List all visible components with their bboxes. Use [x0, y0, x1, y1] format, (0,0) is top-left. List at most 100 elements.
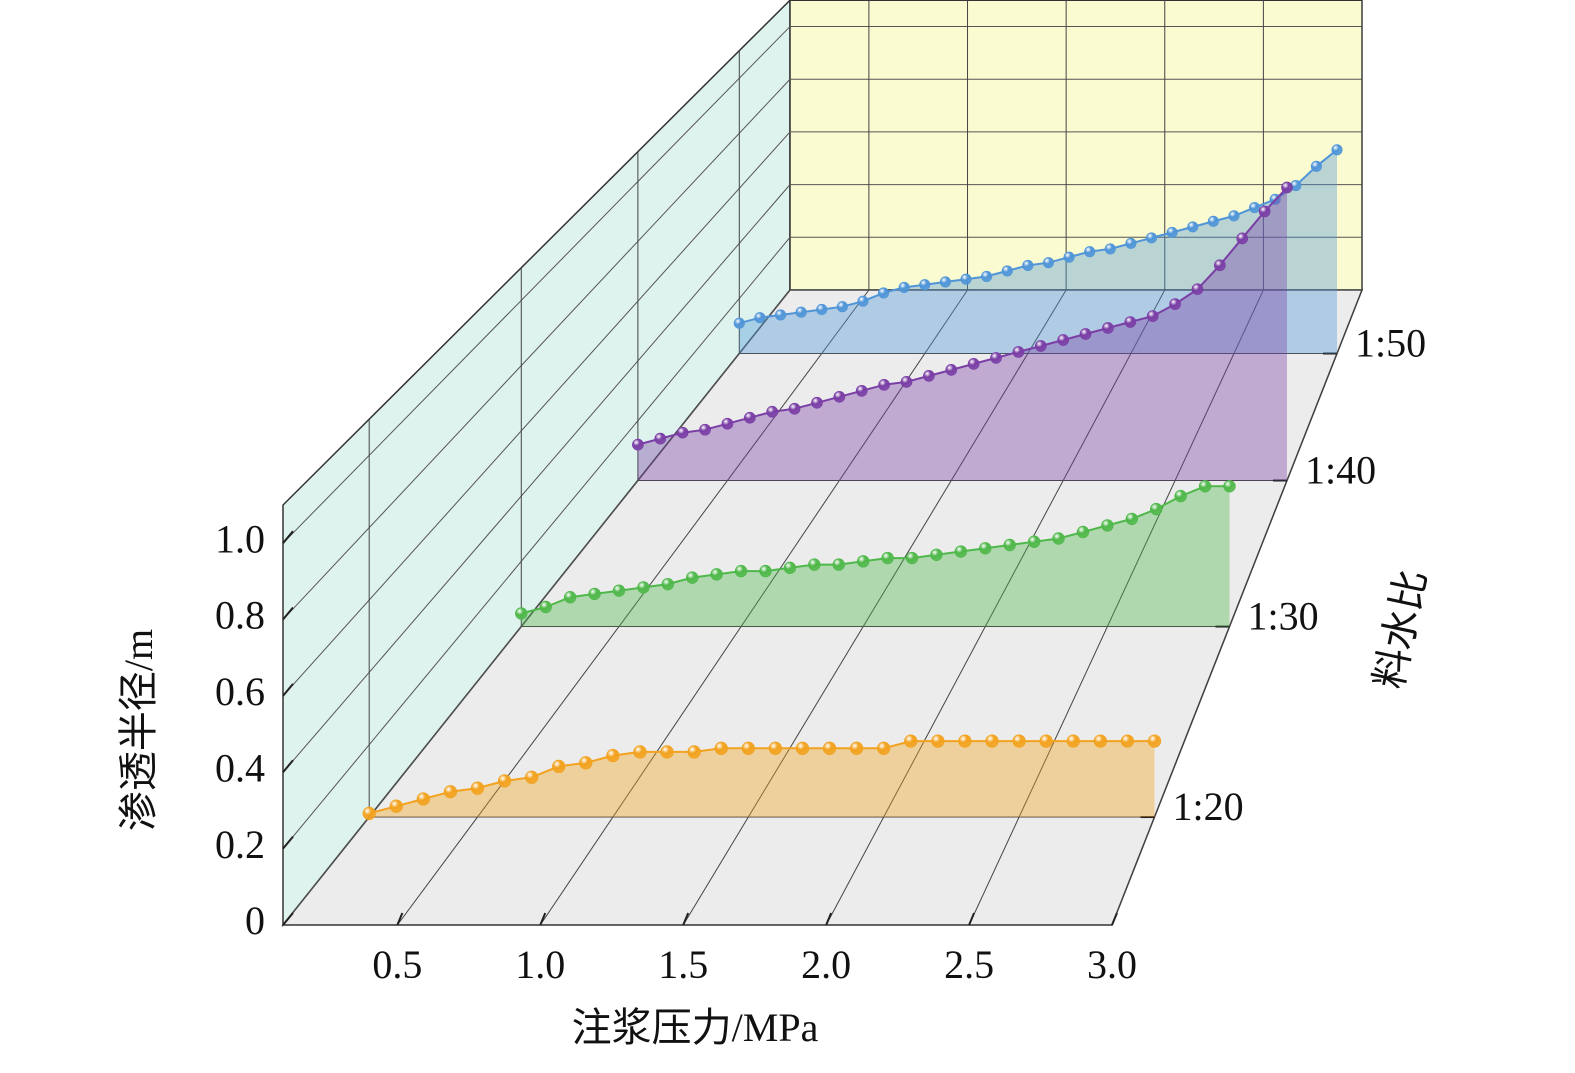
x-tick	[396, 912, 404, 926]
point	[1214, 259, 1226, 272]
point	[714, 741, 728, 755]
point	[878, 287, 890, 299]
y-tick-label: 0.6	[215, 669, 265, 714]
point	[416, 792, 430, 806]
x-axis-title: 注浆压力/MPa	[572, 1005, 819, 1050]
point	[661, 577, 675, 591]
point	[743, 411, 756, 424]
point	[774, 309, 787, 321]
grid-line	[282, 184, 791, 773]
point	[497, 774, 512, 788]
point	[930, 548, 943, 561]
point	[881, 551, 894, 565]
x-tick	[968, 912, 975, 926]
point	[766, 405, 779, 418]
y-tick	[282, 530, 294, 544]
y-tick-label: 0.8	[215, 593, 265, 638]
point	[857, 295, 869, 307]
area	[521, 486, 1230, 627]
point	[1191, 283, 1204, 296]
x-tick	[1111, 912, 1118, 926]
area	[739, 149, 1337, 354]
point	[637, 581, 650, 594]
point	[1198, 480, 1212, 493]
y-tick	[282, 759, 294, 773]
point	[1166, 226, 1178, 238]
x-tick-label: 2.5	[944, 942, 994, 987]
point	[539, 600, 552, 614]
point	[687, 745, 701, 759]
point	[606, 748, 620, 763]
point	[836, 301, 848, 313]
point	[525, 770, 539, 784]
x-tick	[682, 912, 690, 926]
point	[833, 390, 846, 403]
point	[741, 741, 755, 755]
point	[783, 561, 797, 575]
point	[811, 396, 823, 409]
x-tick-label: 3.0	[1087, 942, 1137, 987]
grid-line	[968, 289, 1264, 926]
y-tick-label: 0.2	[215, 822, 265, 867]
point	[1093, 734, 1107, 748]
y-axis-title: 渗透半径/m	[116, 629, 161, 831]
point	[856, 555, 870, 568]
point	[954, 545, 968, 558]
point	[710, 568, 723, 581]
point	[515, 607, 528, 620]
point	[981, 270, 993, 282]
point	[1084, 246, 1096, 258]
grid-line	[282, 131, 791, 697]
x-tick-label: 2.0	[801, 942, 851, 987]
z-tick-label: 1:50	[1355, 321, 1426, 366]
z-tick-label: 1:20	[1173, 784, 1244, 829]
x-tick	[539, 912, 547, 926]
grid-line	[282, 78, 791, 620]
point	[808, 558, 821, 571]
point	[795, 306, 807, 318]
point	[945, 364, 958, 376]
point	[904, 734, 918, 748]
point	[1076, 525, 1090, 539]
point	[552, 759, 566, 774]
point	[1223, 480, 1236, 493]
point	[1079, 328, 1092, 340]
x-tick-label: 1.5	[658, 942, 708, 987]
point	[898, 281, 910, 293]
point	[633, 745, 647, 759]
point	[470, 781, 485, 795]
x-tick	[825, 912, 833, 926]
z-tick-label: 1:40	[1305, 448, 1376, 493]
point	[900, 375, 913, 388]
point	[1258, 205, 1271, 218]
point	[1331, 144, 1343, 156]
y-tick-label: 0.4	[215, 745, 265, 790]
point	[1039, 734, 1053, 748]
z-tick-label: 1:30	[1248, 594, 1319, 639]
point	[822, 741, 837, 755]
point	[768, 741, 783, 755]
point	[1249, 202, 1261, 214]
point	[990, 352, 1002, 364]
z-axis-title: 料水比	[1366, 566, 1435, 693]
point	[654, 432, 667, 445]
point	[1052, 532, 1065, 545]
point	[958, 734, 972, 748]
grid-line	[825, 289, 1166, 926]
point	[588, 587, 601, 601]
x-tick-label: 1.0	[515, 942, 565, 987]
point	[389, 799, 403, 813]
point	[660, 745, 674, 759]
point	[1012, 734, 1026, 748]
y-tick	[282, 912, 294, 926]
point	[985, 734, 999, 748]
y-tick-label: 1.0	[215, 516, 265, 561]
grid-line	[282, 26, 791, 544]
point	[905, 551, 919, 565]
point	[1042, 257, 1055, 269]
point	[877, 741, 891, 755]
point	[676, 426, 689, 439]
point	[563, 590, 577, 604]
point	[832, 558, 845, 571]
point	[788, 402, 801, 415]
